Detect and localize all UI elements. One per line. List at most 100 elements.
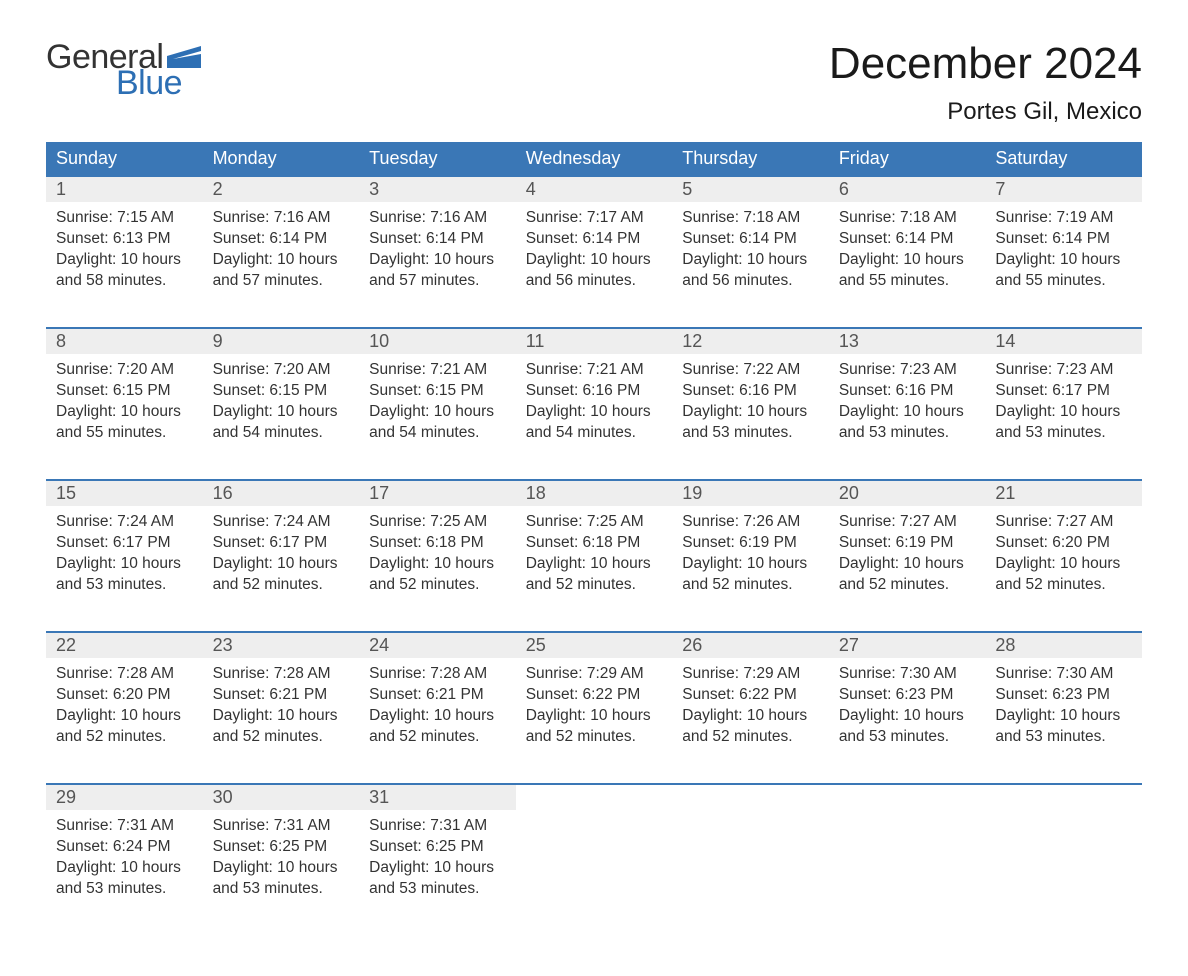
daylight-line1: Daylight: 10 hours [995,554,1132,575]
sunset-text: Sunset: 6:14 PM [839,229,976,250]
sunrise-text: Sunrise: 7:28 AM [369,664,506,685]
daylight-line1: Daylight: 10 hours [526,250,663,271]
sunrise-text: Sunrise: 7:25 AM [526,512,663,533]
sunrise-text: Sunrise: 7:23 AM [839,360,976,381]
day-cell: Sunrise: 7:24 AMSunset: 6:17 PMDaylight:… [203,506,360,632]
sunrise-text: Sunrise: 7:28 AM [213,664,350,685]
day-number: 28 [985,632,1142,658]
sunset-text: Sunset: 6:18 PM [369,533,506,554]
daylight-line2: and 52 minutes. [682,727,819,748]
day-number: 30 [203,784,360,810]
daylight-line1: Daylight: 10 hours [839,250,976,271]
day-header: Sunday [46,142,203,176]
day-number: 18 [516,480,673,506]
sunset-text: Sunset: 6:16 PM [839,381,976,402]
day-cell: Sunrise: 7:17 AMSunset: 6:14 PMDaylight:… [516,202,673,328]
page-header: General Blue December 2024 Portes Gil, M… [46,40,1142,126]
day-header: Monday [203,142,360,176]
daylight-line2: and 54 minutes. [526,423,663,444]
day-cell: Sunrise: 7:28 AMSunset: 6:20 PMDaylight:… [46,658,203,784]
daylight-line2: and 55 minutes. [995,271,1132,292]
day-number: 22 [46,632,203,658]
day-number: 25 [516,632,673,658]
day-number: 15 [46,480,203,506]
sunrise-text: Sunrise: 7:31 AM [369,816,506,837]
daylight-line1: Daylight: 10 hours [213,706,350,727]
day-number: 13 [829,328,986,354]
sunrise-text: Sunrise: 7:16 AM [213,208,350,229]
daylight-line1: Daylight: 10 hours [526,706,663,727]
day-cell: Sunrise: 7:16 AMSunset: 6:14 PMDaylight:… [359,202,516,328]
daylight-line1: Daylight: 10 hours [56,706,193,727]
day-number-row: 22232425262728 [46,632,1142,658]
day-body-row: Sunrise: 7:20 AMSunset: 6:15 PMDaylight:… [46,354,1142,480]
daylight-line2: and 52 minutes. [526,575,663,596]
daylight-line1: Daylight: 10 hours [526,402,663,423]
daylight-line1: Daylight: 10 hours [839,402,976,423]
daylight-line2: and 52 minutes. [526,727,663,748]
day-number: 16 [203,480,360,506]
daylight-line2: and 54 minutes. [213,423,350,444]
sunrise-text: Sunrise: 7:17 AM [526,208,663,229]
day-number: 29 [46,784,203,810]
daylight-line2: and 53 minutes. [369,879,506,900]
daylight-line2: and 52 minutes. [682,575,819,596]
sunset-text: Sunset: 6:17 PM [213,533,350,554]
sunset-text: Sunset: 6:19 PM [839,533,976,554]
day-number-row: 1234567 [46,176,1142,202]
day-cell: Sunrise: 7:15 AMSunset: 6:13 PMDaylight:… [46,202,203,328]
calendar-table: Sunday Monday Tuesday Wednesday Thursday… [46,142,1142,936]
day-cell: Sunrise: 7:25 AMSunset: 6:18 PMDaylight:… [359,506,516,632]
day-cell: Sunrise: 7:18 AMSunset: 6:14 PMDaylight:… [829,202,986,328]
sunrise-text: Sunrise: 7:27 AM [995,512,1132,533]
daylight-line1: Daylight: 10 hours [839,706,976,727]
sunset-text: Sunset: 6:14 PM [213,229,350,250]
day-cell: Sunrise: 7:22 AMSunset: 6:16 PMDaylight:… [672,354,829,480]
day-cell: Sunrise: 7:23 AMSunset: 6:17 PMDaylight:… [985,354,1142,480]
calendar-body: 1234567Sunrise: 7:15 AMSunset: 6:13 PMDa… [46,176,1142,936]
day-number: 11 [516,328,673,354]
sunset-text: Sunset: 6:22 PM [682,685,819,706]
sunset-text: Sunset: 6:14 PM [369,229,506,250]
day-number: 1 [46,176,203,202]
daylight-line2: and 58 minutes. [56,271,193,292]
sunset-text: Sunset: 6:14 PM [526,229,663,250]
sunset-text: Sunset: 6:21 PM [213,685,350,706]
daylight-line1: Daylight: 10 hours [213,250,350,271]
daylight-line2: and 52 minutes. [995,575,1132,596]
sunrise-text: Sunrise: 7:29 AM [526,664,663,685]
day-number: 26 [672,632,829,658]
daylight-line1: Daylight: 10 hours [369,402,506,423]
day-number: 31 [359,784,516,810]
daylight-line2: and 53 minutes. [995,727,1132,748]
daylight-line1: Daylight: 10 hours [369,554,506,575]
day-cell: Sunrise: 7:31 AMSunset: 6:25 PMDaylight:… [203,810,360,936]
sunrise-text: Sunrise: 7:28 AM [56,664,193,685]
daylight-line2: and 53 minutes. [839,423,976,444]
daylight-line1: Daylight: 10 hours [995,250,1132,271]
daylight-line1: Daylight: 10 hours [369,858,506,879]
day-header: Wednesday [516,142,673,176]
daylight-line2: and 56 minutes. [682,271,819,292]
sunrise-text: Sunrise: 7:18 AM [839,208,976,229]
day-body-row: Sunrise: 7:31 AMSunset: 6:24 PMDaylight:… [46,810,1142,936]
sunrise-text: Sunrise: 7:31 AM [213,816,350,837]
title-block: December 2024 Portes Gil, Mexico [829,40,1142,126]
day-number: 3 [359,176,516,202]
daylight-line1: Daylight: 10 hours [682,706,819,727]
sunrise-text: Sunrise: 7:21 AM [369,360,506,381]
sunrise-text: Sunrise: 7:30 AM [839,664,976,685]
day-cell [516,810,673,936]
daylight-line1: Daylight: 10 hours [526,554,663,575]
daylight-line1: Daylight: 10 hours [682,402,819,423]
sunset-text: Sunset: 6:15 PM [213,381,350,402]
day-number: 23 [203,632,360,658]
day-body-row: Sunrise: 7:15 AMSunset: 6:13 PMDaylight:… [46,202,1142,328]
sunset-text: Sunset: 6:23 PM [839,685,976,706]
daylight-line2: and 55 minutes. [839,271,976,292]
month-title: December 2024 [829,40,1142,88]
day-number: 20 [829,480,986,506]
day-number: 2 [203,176,360,202]
daylight-line2: and 56 minutes. [526,271,663,292]
sunrise-text: Sunrise: 7:21 AM [526,360,663,381]
